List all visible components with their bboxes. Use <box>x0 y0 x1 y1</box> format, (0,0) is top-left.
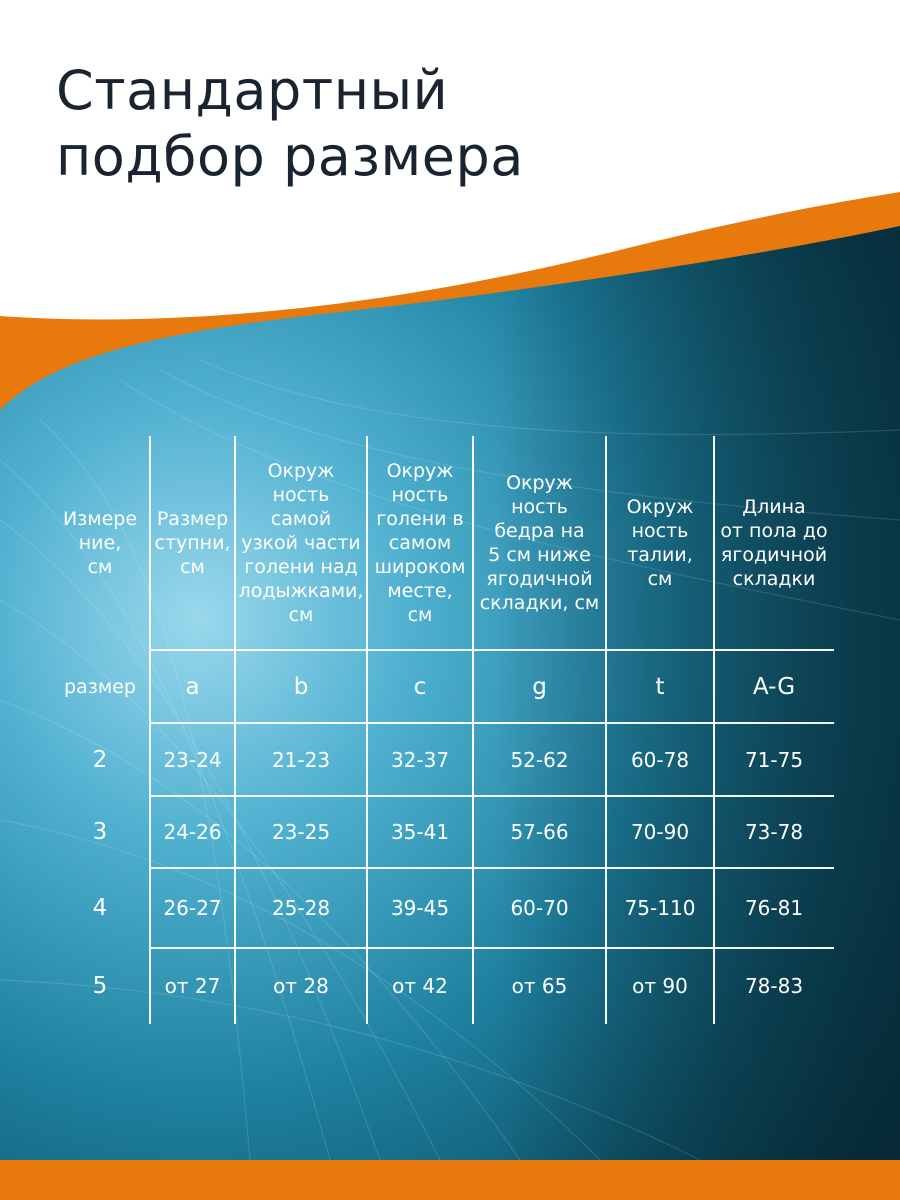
table-value-cell: 57-66 <box>510 820 569 844</box>
size-label-cell: 2 <box>92 746 108 773</box>
table-value-cell: 78-83 <box>744 974 804 998</box>
page-title: Стандартный подбор размера <box>56 58 524 190</box>
table-symbol-cell: размер <box>64 675 136 698</box>
table-value-cell: от 42 <box>392 974 448 998</box>
table-row-divider <box>150 795 834 797</box>
table-header-cell: Окруж ность бедра на 5 см ниже ягодичной… <box>479 472 600 614</box>
table-value-cell: 32-37 <box>390 747 450 772</box>
size-label-cell: 4 <box>92 895 108 921</box>
table-symbol-cell: A-G <box>752 673 796 700</box>
table-value-cell: 24-26 <box>163 820 222 844</box>
table-column-divider <box>605 436 607 1024</box>
table-symbol-cell: g <box>532 673 547 700</box>
table-row-divider <box>150 649 834 651</box>
table-header-cell: Размер ступни, см <box>154 508 231 578</box>
table-column-divider <box>366 436 368 1024</box>
table-value-cell: 70-90 <box>630 820 690 844</box>
table-value-cell: 73-78 <box>744 820 804 844</box>
table-symbol-cell: b <box>293 673 309 700</box>
title-line-2: подбор размера <box>56 125 524 188</box>
table-value-cell: 26-27 <box>163 896 222 920</box>
table-symbol-cell: t <box>655 673 665 700</box>
table-header-cell: Длина от пола до ягодичной складки <box>720 496 828 590</box>
table-value-cell: 52-62 <box>510 747 569 772</box>
table-value-cell: от 27 <box>164 974 221 998</box>
table-value-cell: 76-81 <box>744 896 804 920</box>
table-value-cell: 35-41 <box>390 820 450 844</box>
table-value-cell: 60-78 <box>630 747 690 772</box>
table-header-cell: Окруж ность талии, см <box>626 496 694 590</box>
table-value-cell: 71-75 <box>744 747 804 772</box>
table-symbol-cell: c <box>413 673 427 700</box>
table-value-cell: 21-23 <box>271 747 331 772</box>
table-value-cell: 75-110 <box>624 896 696 920</box>
size-label-cell: 5 <box>92 973 108 999</box>
table-value-cell: 25-28 <box>271 896 331 920</box>
table-header-cell: Окруж ность голени в самом широком месте… <box>374 460 466 626</box>
table-value-cell: 23-25 <box>271 820 331 844</box>
table-value-cell: от 90 <box>632 974 688 998</box>
table-column-divider <box>234 436 236 1024</box>
table-value-cell: 60-70 <box>510 896 569 920</box>
table-column-divider <box>149 436 151 1024</box>
table-value-cell: от 65 <box>511 974 568 998</box>
size-label-cell: 3 <box>92 819 108 845</box>
table-row-divider <box>150 722 834 724</box>
table-value-cell: от 28 <box>273 974 329 998</box>
table-header-cell: Окруж ность самой узкой части голени над… <box>238 460 364 626</box>
table-row-divider <box>150 867 834 869</box>
table-value-cell: 23-24 <box>163 747 222 772</box>
table-column-divider <box>713 436 715 1024</box>
table-header-cell: Измере ние, см <box>62 508 138 578</box>
table-row-divider <box>150 947 834 949</box>
table-column-divider <box>472 436 474 1024</box>
table-value-cell: 39-45 <box>390 896 450 920</box>
table-symbol-cell: a <box>185 673 200 700</box>
title-line-1: Стандартный <box>56 59 449 122</box>
